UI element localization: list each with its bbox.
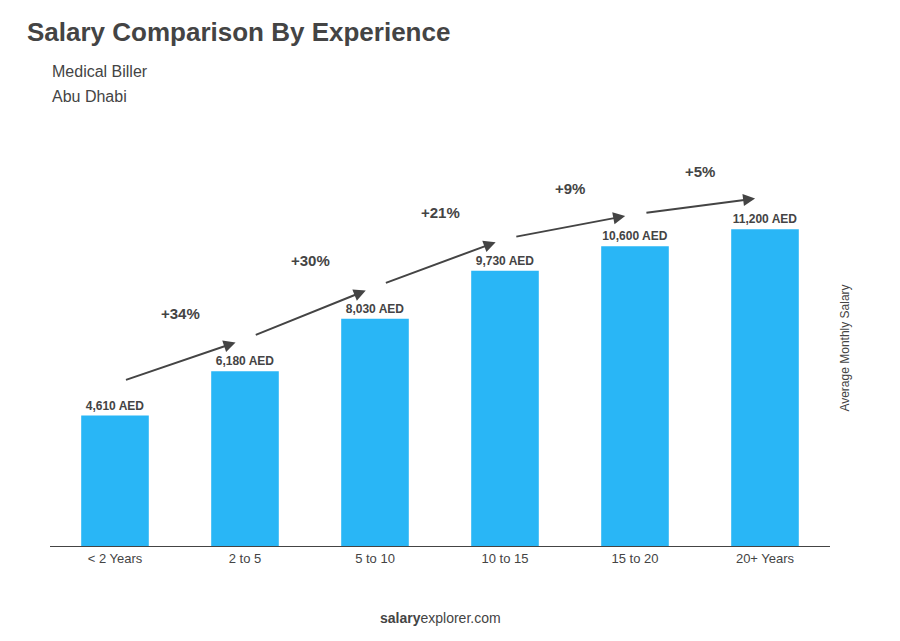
svg-text:Average Monthly Salary: Average Monthly Salary (838, 284, 852, 411)
svg-text:Abu Dhabi: Abu Dhabi (52, 88, 127, 105)
svg-text:10 to 15: 10 to 15 (482, 551, 529, 566)
svg-text:+34%: +34% (161, 305, 200, 322)
svg-text:< 2 Years: < 2 Years (88, 551, 143, 566)
svg-text:2 to 5: 2 to 5 (229, 551, 262, 566)
svg-text:6,180 AED: 6,180 AED (216, 354, 275, 368)
svg-text:4,610 AED: 4,610 AED (86, 399, 145, 413)
svg-text:9,730 AED: 9,730 AED (476, 254, 535, 268)
svg-text:salaryexplorer.com: salaryexplorer.com (380, 610, 501, 626)
svg-text:+5%: +5% (685, 163, 715, 180)
svg-text:Medical Biller: Medical Biller (52, 63, 148, 80)
svg-text:11,200 AED: 11,200 AED (733, 212, 798, 226)
svg-text:+30%: +30% (291, 252, 330, 269)
svg-text:+21%: +21% (421, 204, 460, 221)
svg-text:8,030 AED: 8,030 AED (346, 302, 405, 316)
svg-text:20+ Years: 20+ Years (736, 551, 795, 566)
svg-text:5 to 10: 5 to 10 (355, 551, 395, 566)
svg-text:+9%: +9% (555, 180, 585, 197)
svg-text:Salary Comparison By Experienc: Salary Comparison By Experience (27, 17, 450, 47)
svg-text:10,600 AED: 10,600 AED (602, 229, 667, 243)
svg-text:15 to 20: 15 to 20 (612, 551, 659, 566)
